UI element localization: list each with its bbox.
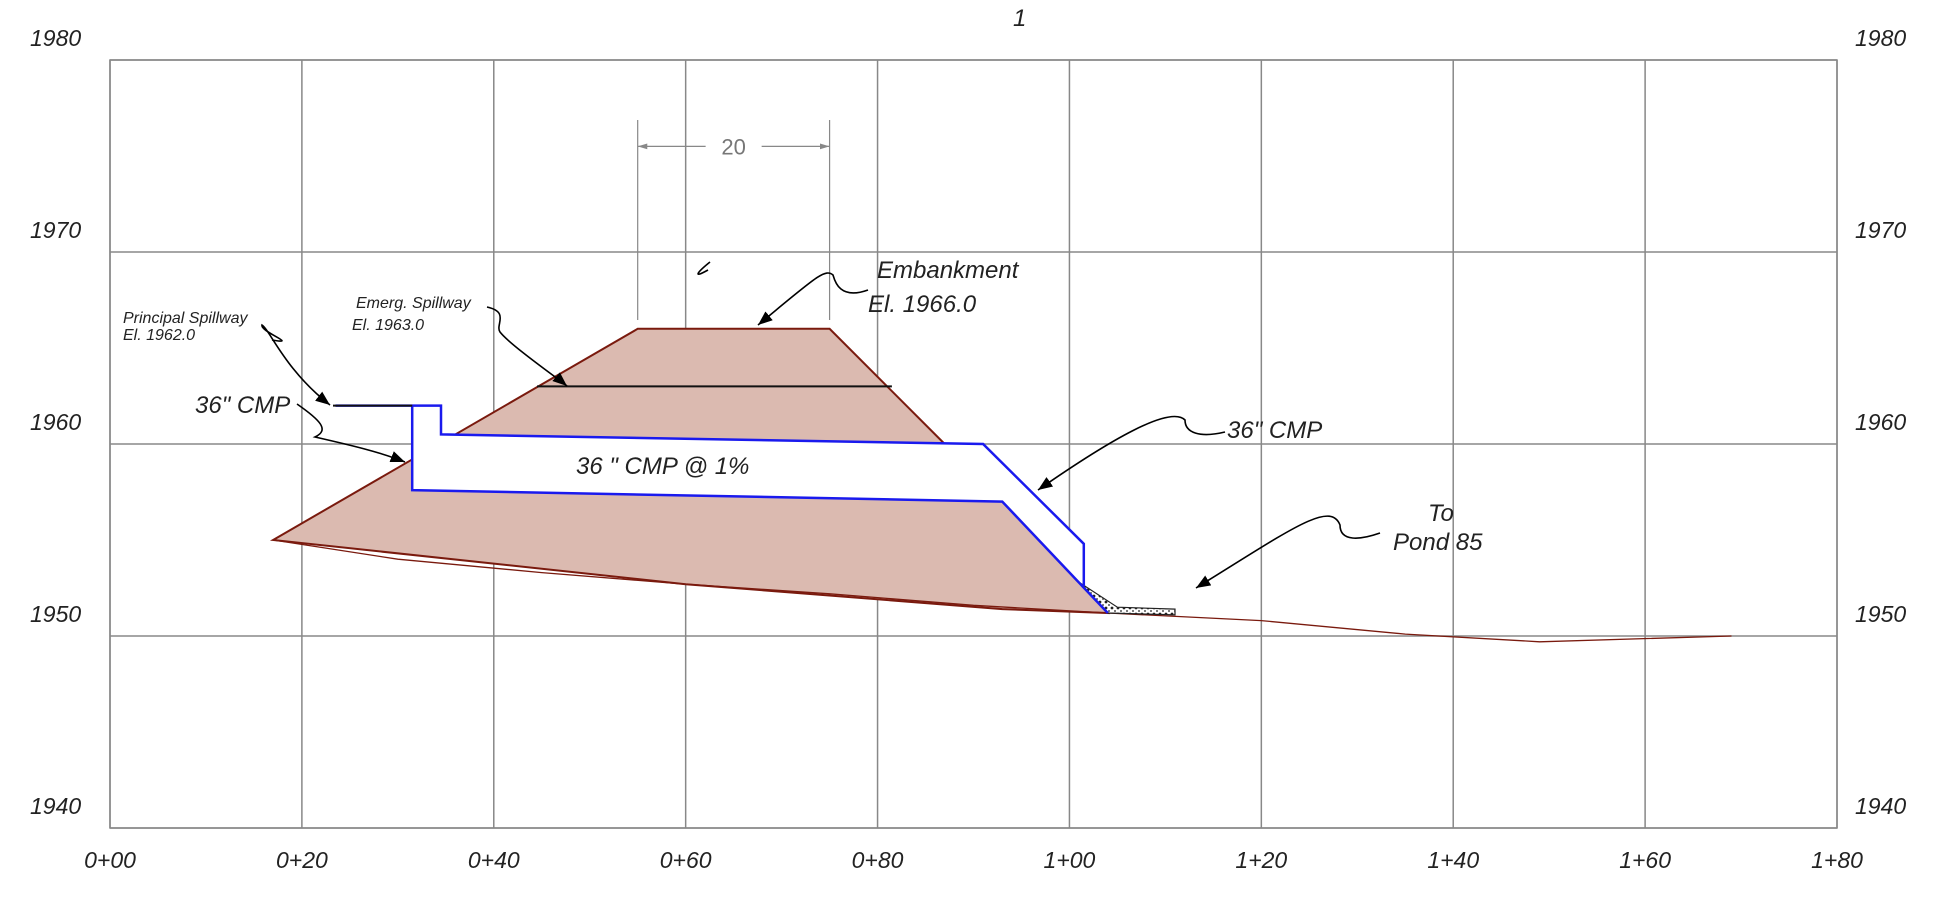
y-tick-label-right: 1960 bbox=[1855, 409, 1906, 435]
emerg-spillway-leader bbox=[486, 306, 568, 387]
y-tick-label-right: 1940 bbox=[1855, 793, 1906, 819]
y-tick-label-left: 1980 bbox=[30, 25, 81, 51]
x-tick-label: 0+60 bbox=[660, 847, 712, 873]
y-tick-label-left: 1950 bbox=[30, 601, 81, 627]
cmp-right-label: 36" CMP bbox=[1227, 417, 1322, 444]
y-tick-label-right: 1970 bbox=[1855, 217, 1906, 243]
cmp-bottom-line bbox=[410, 405, 1109, 614]
pond-leader bbox=[1195, 515, 1381, 589]
y-tick-label-left: 1970 bbox=[30, 217, 81, 243]
leaders bbox=[261, 261, 1381, 589]
y-axis-ticks: 1940 1940 1950 1950 1960 1960 1970 1970 1980 1980 bbox=[30, 25, 1906, 819]
embankment-leader-arrow bbox=[757, 272, 869, 326]
x-tick-label: 0+80 bbox=[852, 847, 904, 873]
embankment-label-line2: El. 1966.0 bbox=[868, 291, 977, 318]
cmp-top-line bbox=[335, 404, 1086, 587]
dimension-label: 20 bbox=[721, 134, 745, 159]
x-tick-label: 0+20 bbox=[276, 847, 328, 873]
cmp-slope-label: 36 " CMP @ 1% bbox=[576, 453, 749, 480]
cmp-interior bbox=[412, 405, 1108, 613]
dimension-20: 20 bbox=[637, 120, 831, 320]
x-tick-label: 1+80 bbox=[1811, 847, 1863, 873]
principal-spillway-leader bbox=[261, 323, 331, 406]
x-tick-label: 0+00 bbox=[84, 847, 136, 873]
y-tick-label-left: 1940 bbox=[30, 793, 81, 819]
x-tick-label: 0+40 bbox=[468, 847, 520, 873]
emerg-spillway-label-line1: Emerg. Spillway bbox=[356, 295, 472, 312]
cmp-left-leader bbox=[296, 403, 406, 463]
emerg-spillway-label-line2: El. 1963.0 bbox=[352, 317, 424, 334]
y-tick-label-right: 1950 bbox=[1855, 601, 1906, 627]
to-label-line1: To bbox=[1428, 500, 1454, 527]
title-fragment: 1 bbox=[1013, 5, 1026, 32]
principal-spillway-label-line1: Principal Spillway bbox=[123, 310, 248, 327]
cmp-right-leader bbox=[1037, 415, 1226, 491]
plot-area bbox=[269, 327, 1732, 643]
to-label-line2: Pond 85 bbox=[1393, 529, 1483, 556]
cmp-left-label: 36" CMP bbox=[195, 392, 290, 419]
x-tick-label: 1+00 bbox=[1044, 847, 1096, 873]
ground-profile bbox=[273, 539, 1732, 643]
embankment-leader bbox=[697, 261, 711, 275]
embankment-label-line1: Embankment bbox=[877, 257, 1020, 284]
x-tick-label: 1+40 bbox=[1427, 847, 1479, 873]
y-tick-label-left: 1960 bbox=[30, 409, 81, 435]
principal-spillway-label-line2: El. 1962.0 bbox=[123, 327, 195, 344]
x-axis-ticks: 0+00 0+20 0+40 0+60 0+80 1+00 1+20 1+40 1+60 1+80 bbox=[84, 847, 1863, 873]
x-tick-label: 1+60 bbox=[1619, 847, 1671, 873]
x-tick-label: 1+20 bbox=[1235, 847, 1287, 873]
y-tick-label-right: 1980 bbox=[1855, 25, 1906, 51]
